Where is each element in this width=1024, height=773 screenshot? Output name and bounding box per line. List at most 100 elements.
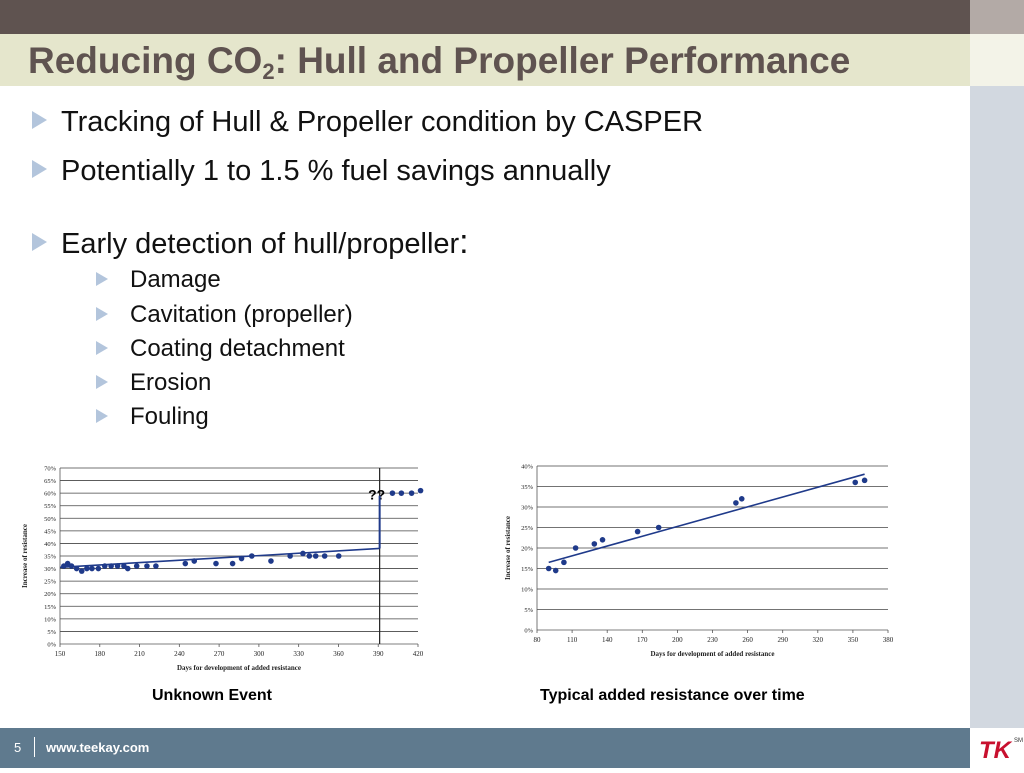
data-point [268, 558, 274, 564]
y-tick-label: 40% [44, 541, 57, 548]
x-tick-label: 140 [602, 636, 613, 644]
data-point [852, 479, 859, 486]
data-point [238, 555, 245, 562]
x-tick-label: 260 [742, 636, 753, 644]
data-point [655, 524, 662, 531]
y-tick-label: 30% [521, 505, 534, 512]
top-bar-accent [970, 0, 1024, 34]
data-point [634, 528, 641, 535]
data-point [591, 541, 598, 547]
title-band [0, 34, 970, 86]
data-point [389, 490, 396, 496]
y-tick-label: 10% [521, 587, 534, 594]
x-tick-label: 80 [534, 636, 542, 644]
bullet-arrow-icon [32, 111, 47, 130]
bullet-arrow-icon [32, 160, 47, 179]
bullet-fuel-savings: Potentially 1 to 1.5 % fuel savings annu… [32, 153, 611, 189]
y-tick-label: 10% [44, 616, 57, 623]
x-tick-label: 290 [777, 636, 788, 644]
data-point [153, 563, 159, 569]
sub-bullet-erosion: Erosion [96, 368, 211, 398]
x-axis-label: Days for development of added resistance [177, 664, 301, 672]
data-point [182, 560, 189, 567]
data-point [861, 477, 868, 484]
x-tick-label: 330 [293, 650, 304, 658]
x-tick-label: 110 [567, 636, 578, 644]
y-tick-label: 0% [524, 628, 533, 635]
x-tick-label: 270 [214, 650, 225, 658]
x-tick-label: 350 [848, 636, 859, 644]
bullet-tracking: Tracking of Hull & Propeller condition b… [32, 104, 703, 140]
data-point [306, 553, 313, 559]
data-point [417, 487, 424, 494]
slide-title: Reducing CO2: Hull and Propeller Perform… [28, 40, 851, 84]
y-tick-label: 5% [47, 629, 56, 636]
bullet-arrow-icon [96, 408, 108, 423]
logo-sm: SM [1014, 738, 1023, 744]
x-tick-label: 300 [254, 650, 265, 658]
teekay-logo-icon: TK SM [979, 736, 1023, 764]
data-point [114, 563, 121, 569]
sub-bullet-cavitation: Cavitation (propeller) [96, 300, 353, 330]
teekay-logo: TK SM [970, 728, 1024, 768]
data-point [73, 565, 80, 572]
data-point [398, 490, 405, 496]
data-point [552, 567, 559, 574]
y-tick-label: 60% [44, 491, 57, 498]
x-axis-label: Days for development of added resistance [651, 650, 775, 658]
x-tick-label: 320 [813, 636, 824, 644]
data-point [248, 553, 255, 559]
right-sidebar-strip [970, 86, 1024, 728]
y-tick-label: 65% [44, 478, 57, 485]
footer-url-link[interactable]: www.teekay.com [46, 740, 150, 755]
y-tick-label: 5% [524, 607, 533, 614]
data-point [213, 560, 219, 567]
caption-typical-resistance: Typical added resistance over time [540, 687, 805, 704]
unknown-event-chart: 0% 5% 10% 15% 20% 25% 30% 35% 40% 45% 50% 55% 60% 65%… [21, 466, 424, 673]
x-tick-label: 240 [174, 650, 185, 658]
y-tick-label: 55% [44, 503, 57, 510]
bullet-arrow-icon [96, 340, 108, 355]
trend-line [59, 547, 380, 569]
data-point [68, 563, 75, 569]
data-point [738, 496, 745, 502]
y-tick-label: 50% [44, 516, 57, 523]
bullet-arrow-icon [96, 306, 108, 321]
y-tick-label: 20% [44, 591, 57, 598]
x-tick-label: 380 [883, 636, 894, 644]
top-bar [0, 0, 970, 34]
trend-line [548, 473, 865, 564]
data-point [84, 565, 90, 572]
data-point [101, 563, 108, 569]
y-tick-label: 0% [47, 642, 56, 649]
y-tick-label: 35% [521, 484, 534, 491]
page-number: 5 [14, 740, 22, 755]
y-tick-label: 70% [44, 466, 57, 473]
y-tick-label: 25% [521, 525, 534, 532]
x-tick-label: 360 [333, 650, 344, 658]
data-point [335, 553, 342, 559]
y-tick-label: 40% [521, 464, 534, 471]
data-point [124, 565, 131, 572]
x-tick-label: 390 [373, 650, 384, 658]
data-point [408, 490, 415, 496]
x-tick-label: 150 [55, 650, 66, 658]
sub-bullet-coating: Coating detachment [96, 334, 345, 364]
y-tick-label: 45% [44, 528, 57, 535]
x-tick-label: 230 [707, 636, 718, 644]
y-tick-label: 15% [521, 566, 534, 573]
title-band-accent [970, 34, 1024, 86]
bullet-arrow-icon [32, 233, 47, 252]
x-tick-label: 210 [134, 650, 145, 658]
data-point [287, 553, 293, 559]
footer-bar [0, 728, 1024, 768]
data-point [321, 553, 328, 559]
footer-divider [34, 737, 35, 757]
data-point [78, 568, 85, 574]
data-point [312, 553, 319, 559]
sub-bullet-fouling: Fouling [96, 402, 209, 432]
data-point [108, 563, 114, 569]
data-point [95, 565, 102, 572]
y-tick-label: 25% [44, 579, 57, 586]
data-point [733, 500, 739, 506]
